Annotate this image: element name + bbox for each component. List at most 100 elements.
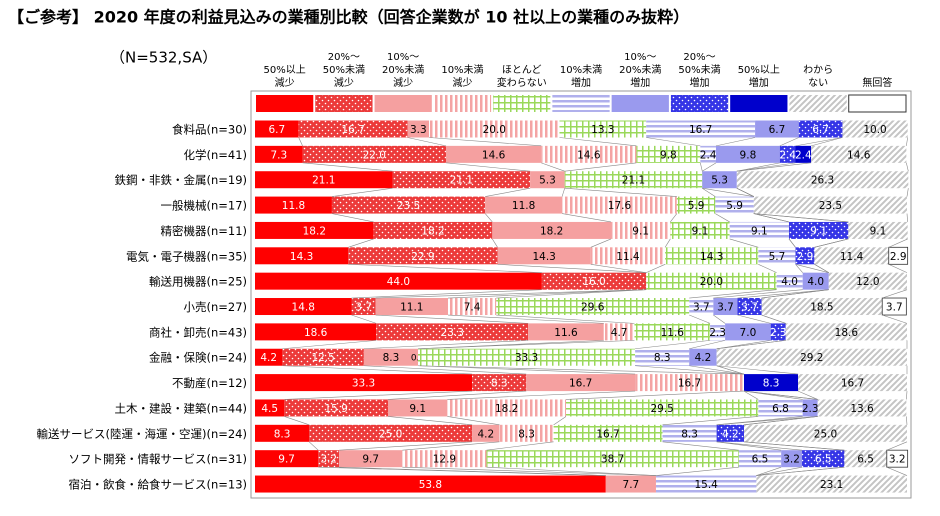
value-label: 4.0 bbox=[807, 276, 824, 288]
legend-item: 10%～ 20%未満 減少 bbox=[373, 38, 433, 90]
plot-frame bbox=[250, 90, 912, 499]
value-label: 8.3 bbox=[274, 428, 291, 440]
bar-segment bbox=[881, 297, 907, 316]
bar-segment bbox=[318, 450, 340, 468]
bar-segment bbox=[255, 475, 606, 493]
legend-item: 10%未満 増加 bbox=[551, 38, 611, 90]
connector bbox=[387, 390, 527, 400]
connector bbox=[564, 162, 637, 172]
value-label: 3.7 bbox=[717, 302, 734, 314]
connector bbox=[758, 264, 777, 273]
value-label: 11.6 bbox=[554, 327, 578, 339]
value-label: 3.7 bbox=[886, 302, 903, 314]
value-label: 3.3 bbox=[410, 124, 427, 136]
legend-swatch bbox=[493, 95, 551, 112]
connector bbox=[702, 187, 754, 197]
value-label: 11.4 bbox=[840, 251, 864, 263]
bar-segment bbox=[407, 120, 430, 138]
bar-segment bbox=[634, 323, 711, 341]
value-label: 4.2 bbox=[260, 352, 277, 364]
connector bbox=[736, 162, 780, 172]
connector bbox=[655, 466, 739, 476]
value-label: 33.3 bbox=[352, 378, 375, 390]
value-label: 6.7 bbox=[812, 124, 829, 136]
connector bbox=[635, 365, 745, 375]
bar-segment bbox=[255, 171, 393, 189]
bar-segment bbox=[255, 272, 542, 290]
value-label: 6.8 bbox=[772, 403, 789, 415]
value-label: 18.2 bbox=[421, 225, 444, 237]
bar-segment bbox=[776, 272, 803, 290]
legend-swatch bbox=[789, 95, 847, 112]
connector bbox=[702, 187, 716, 197]
connector bbox=[635, 340, 711, 350]
connector bbox=[486, 466, 656, 476]
value-label: 3.2 bbox=[783, 454, 800, 466]
legend-item: 20%～ 50%未満 減少 bbox=[314, 38, 374, 90]
value-label: 8.3 bbox=[763, 378, 780, 390]
value-label: 16.7 bbox=[841, 378, 864, 390]
connector bbox=[736, 162, 812, 172]
value-label: 12.9 bbox=[433, 454, 456, 466]
bar-segment bbox=[255, 221, 374, 239]
bar-segment bbox=[670, 221, 730, 239]
value-label: 12.5 bbox=[311, 352, 334, 364]
bar-segment bbox=[497, 247, 591, 265]
connector bbox=[447, 289, 647, 299]
category-label: 輸送用機器(n=25) bbox=[149, 275, 247, 289]
connector bbox=[753, 213, 790, 223]
bar-segment bbox=[814, 247, 889, 265]
value-label: 2.4 bbox=[700, 149, 717, 161]
bar-segment bbox=[590, 247, 666, 265]
value-label: 29.6 bbox=[581, 302, 605, 314]
value-label: 11.6 bbox=[661, 327, 685, 339]
value-label: 16.7 bbox=[678, 378, 701, 390]
value-label: 11.1 bbox=[400, 302, 423, 314]
connector bbox=[402, 466, 656, 476]
value-label: 4.7 bbox=[611, 327, 628, 339]
value-label: 9.8 bbox=[740, 149, 757, 161]
bar-segment bbox=[635, 348, 690, 366]
bar-segment bbox=[447, 399, 567, 417]
bar-segment bbox=[255, 374, 473, 392]
connector bbox=[716, 340, 786, 350]
connector bbox=[743, 441, 845, 451]
bar-segment bbox=[603, 323, 635, 341]
value-label: 9.1 bbox=[632, 225, 649, 237]
category-label: 金融・保険(n=24) bbox=[149, 351, 247, 365]
bar-segment bbox=[373, 221, 493, 239]
bar-segment bbox=[848, 221, 908, 239]
value-label: 14.6 bbox=[482, 149, 506, 161]
bar-segment bbox=[255, 450, 319, 468]
value-label: 3.2 bbox=[889, 454, 906, 466]
connector bbox=[795, 264, 829, 273]
connector bbox=[282, 365, 473, 375]
bar-segment bbox=[392, 171, 531, 189]
bar-segment bbox=[798, 374, 907, 392]
legend-item: ほとんど 変わらない bbox=[492, 38, 552, 90]
value-label: 8.3 bbox=[383, 352, 400, 364]
connector bbox=[795, 137, 843, 147]
category-label: 電気・電子機器(n=35) bbox=[126, 249, 247, 263]
connector bbox=[788, 238, 796, 248]
bar-segment bbox=[779, 145, 796, 163]
value-label: 5.7 bbox=[769, 251, 786, 263]
legend-swatch bbox=[848, 94, 907, 113]
connector bbox=[689, 289, 777, 299]
bar-segment bbox=[802, 450, 845, 468]
legend-label: 10%～ 20%未満 増加 bbox=[619, 52, 662, 89]
bar-segment bbox=[655, 475, 757, 493]
category-label: 化学(n=41) bbox=[183, 148, 247, 162]
connector bbox=[363, 340, 529, 350]
value-label: 29.2 bbox=[800, 352, 823, 364]
connector bbox=[447, 390, 636, 400]
legend-item: 10%未満 減少 bbox=[432, 38, 492, 90]
bar-segment bbox=[665, 247, 759, 265]
legend-label: わから ない bbox=[803, 65, 834, 89]
value-label: 13.6 bbox=[850, 403, 874, 415]
bar-segment bbox=[888, 246, 909, 265]
legend-item: 50%以上 減少 bbox=[255, 38, 315, 90]
value-label: 2.3 bbox=[770, 327, 787, 339]
connector bbox=[882, 289, 908, 299]
